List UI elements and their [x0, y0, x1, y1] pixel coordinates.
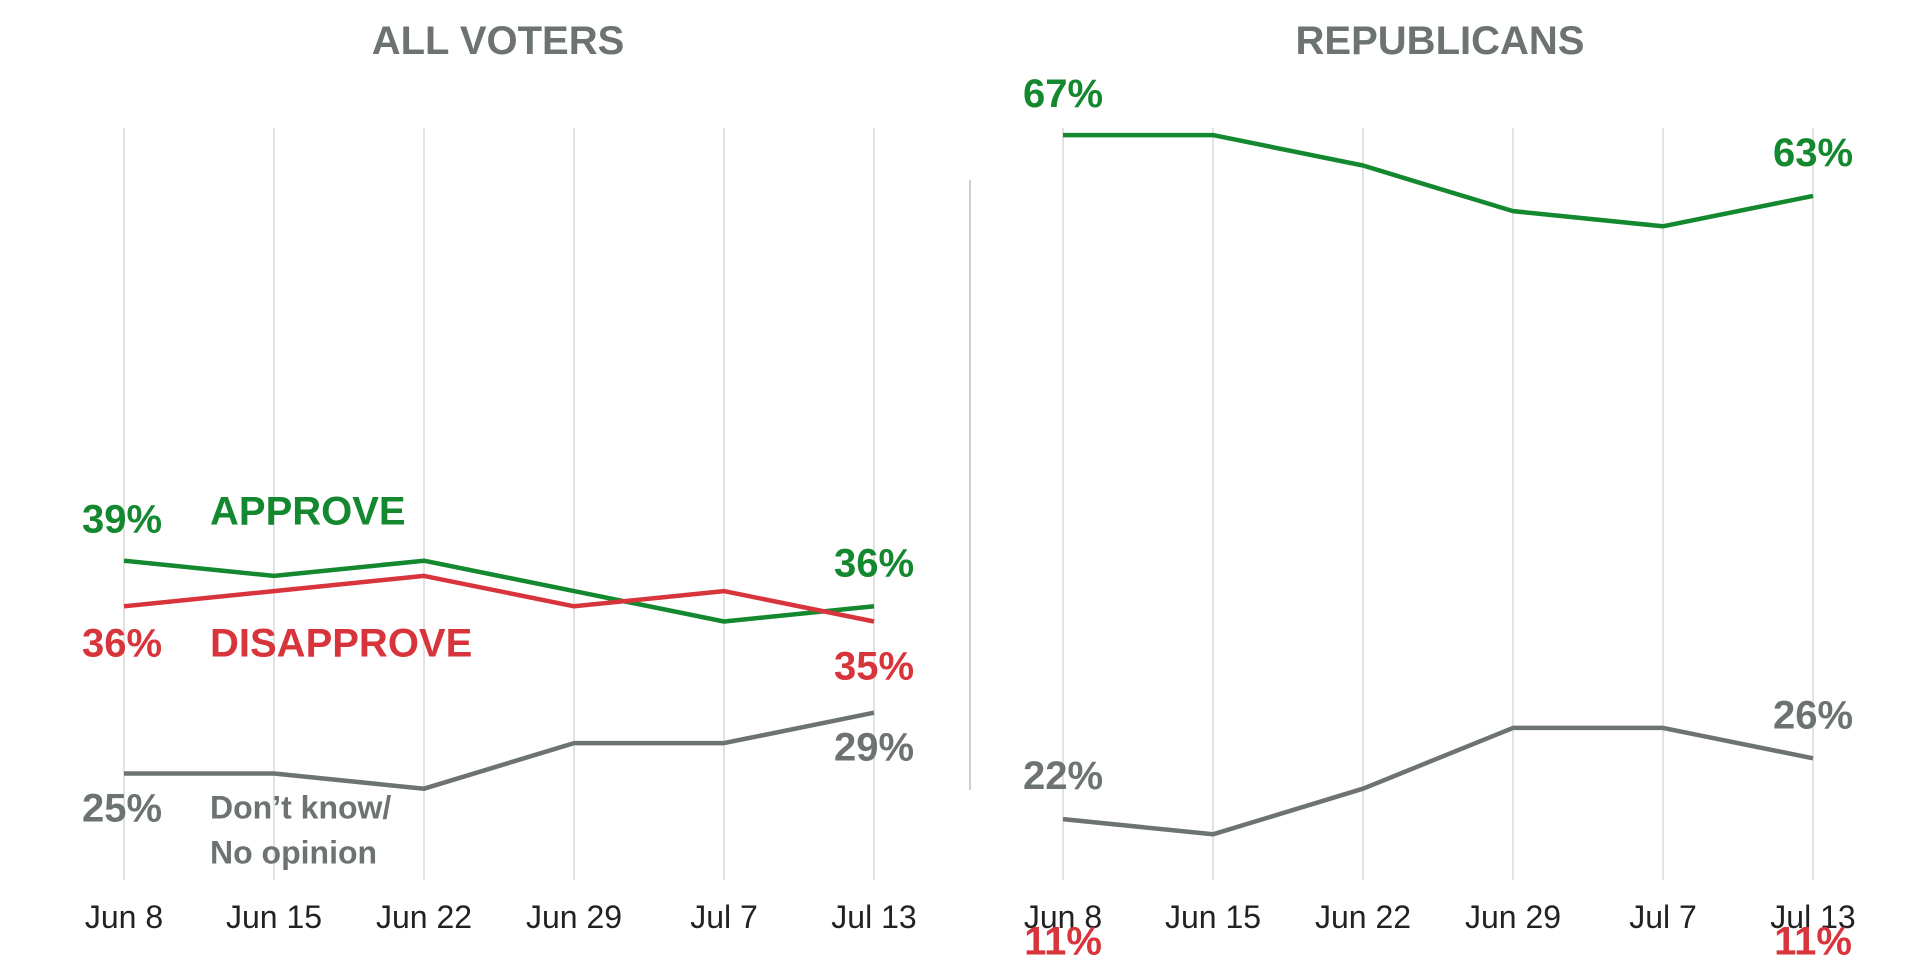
end-value-label: 26% — [1773, 693, 1853, 737]
x-tick-label: Jul 7 — [1629, 899, 1697, 935]
x-tick-label: Jun 15 — [226, 899, 322, 935]
start-value-label: 11% — [1024, 919, 1102, 960]
series-name-label: No opinion — [210, 835, 377, 871]
end-value-label: 36% — [834, 541, 914, 585]
x-tick-label: Jun 29 — [1465, 899, 1561, 935]
chart-title: REPUBLICANS — [1296, 19, 1585, 63]
series-name-label: DISAPPROVE — [210, 621, 472, 665]
start-value-label: 25% — [82, 787, 162, 831]
start-value-label: 22% — [1023, 754, 1103, 798]
x-tick-label: Jul 13 — [831, 899, 916, 935]
panel-republicans: REPUBLICANS Jun 8 Jun 15 Jun 22 Jun 29 Jul 7… — [1023, 19, 1856, 960]
end-value-label: 35% — [834, 645, 914, 689]
x-tick-label: Jul 13 — [1770, 899, 1855, 935]
series-line-dontknow — [124, 710, 875, 791]
start-value-label: 36% — [82, 621, 162, 665]
x-tick-label: Jun 15 — [1165, 899, 1261, 935]
start-value-label: 39% — [82, 498, 162, 542]
x-tick-label: Jun 22 — [1315, 899, 1411, 935]
x-tick-label: Jun 8 — [85, 899, 163, 935]
series-name-label: APPROVE — [210, 490, 406, 534]
x-tick-label: Jun 29 — [526, 899, 622, 935]
x-tick-label: Jun 22 — [376, 899, 472, 935]
x-tick-label: Jun 8 — [1024, 899, 1102, 935]
series-line-disapprove — [123, 573, 875, 624]
series-line-dontknow — [1062, 725, 1814, 837]
end-value-label: 11% — [1774, 919, 1852, 960]
panel-all-voters: ALL VOTERS Jun 8 Jun 15 Jun 22 Jun 29 Jul 7 J… — [82, 19, 917, 935]
x-tick-label: Jul 7 — [690, 899, 758, 935]
start-value-label: 67% — [1023, 72, 1103, 116]
end-value-label: 63% — [1773, 131, 1853, 175]
end-value-label: 29% — [834, 726, 914, 770]
series-line-approve — [123, 558, 875, 624]
series-name-label: Don’t know/ — [210, 790, 391, 826]
series-line-approve — [1063, 132, 1814, 229]
chart-title: ALL VOTERS — [372, 19, 625, 63]
